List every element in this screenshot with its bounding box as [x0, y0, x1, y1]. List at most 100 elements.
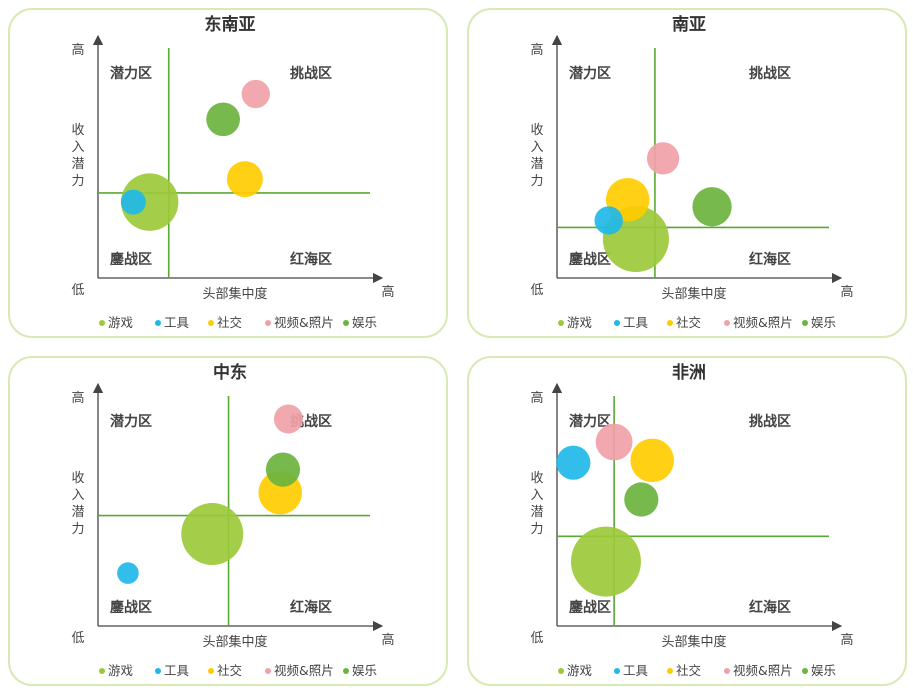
y-axis-label-char: 潜: [71, 157, 84, 172]
bubble-point: [120, 189, 146, 215]
bubble-point: [241, 79, 270, 109]
quadrant-label-challenge: 挑战区: [290, 65, 332, 82]
y-axis-label-char: 入: [530, 140, 543, 155]
y-high-label: 高: [530, 42, 543, 58]
legend-label: 游戏: [567, 315, 592, 330]
legend-marker: [724, 668, 730, 674]
quadrant-label-battle: 鏖战区: [110, 599, 152, 616]
y-axis-label-char: 收: [71, 471, 84, 486]
legend-marker: [265, 320, 271, 326]
bubble-point: [646, 142, 680, 175]
quadrant-label-redsea: 红海区: [749, 251, 791, 268]
legend-marker: [614, 320, 620, 326]
bubble-point: [117, 562, 139, 584]
y-high-label: 高: [530, 390, 543, 406]
chart-title: 东南亚: [205, 14, 256, 35]
legend-label: 工具: [623, 315, 649, 330]
bubble-point: [630, 438, 674, 483]
legend-label: 视频&照片: [274, 663, 334, 678]
bubble-point: [265, 452, 301, 487]
legend-marker: [558, 668, 564, 674]
x-high-label: 高: [840, 632, 853, 648]
legend-label: 社交: [217, 663, 242, 678]
legend-label: 娱乐: [352, 663, 377, 678]
legend-label: 工具: [164, 315, 190, 330]
x-high-label: 高: [381, 632, 394, 648]
legend-marker: [155, 320, 161, 326]
y-axis-label: 收入潜力: [71, 123, 84, 189]
quadrant-label-redsea: 红海区: [290, 251, 332, 268]
legend-marker: [343, 320, 349, 326]
y-low-label: 低: [71, 283, 84, 298]
quadrant-label-potential: 潜力区: [110, 413, 152, 430]
y-axis-label-char: 入: [71, 488, 84, 503]
legend-marker: [99, 668, 105, 674]
bubble-point: [692, 187, 732, 227]
y-axis-label-char: 力: [71, 174, 84, 189]
chart-panel-south-asia: 南亚高低收入潜力 头部集中度高潜力区 挑战区 鏖战区 红海区 游戏 工具 社交 视频&照片 娱乐: [467, 8, 907, 338]
legend-marker: [208, 668, 214, 674]
y-low-label: 低: [71, 631, 84, 646]
legend-marker: [265, 668, 271, 674]
x-high-label: 高: [381, 284, 394, 300]
y-high-label: 高: [71, 390, 84, 406]
y-axis-label-char: 潜: [530, 505, 543, 520]
y-high-label: 高: [71, 42, 84, 58]
y-axis-label-char: 入: [71, 140, 84, 155]
quadrant-label-challenge: 挑战区: [749, 413, 791, 430]
bubble-point: [624, 482, 659, 517]
bubble-point: [120, 173, 179, 231]
legend-label: 游戏: [108, 663, 133, 678]
y-axis-label-char: 潜: [71, 505, 84, 520]
y-axis-label-char: 潜: [530, 157, 543, 172]
x-axis-label: 头部集中度: [202, 634, 267, 650]
y-axis-label-char: 力: [530, 174, 543, 189]
legend-marker: [614, 668, 620, 674]
quadrant-label-potential: 潜力区: [569, 413, 611, 430]
bubble-point: [594, 206, 623, 235]
legend-label: 游戏: [567, 663, 592, 678]
chart-title: 南亚: [672, 14, 706, 35]
legend-marker: [724, 320, 730, 326]
quadrant-label-redsea: 红海区: [749, 599, 791, 616]
x-axis-label: 头部集中度: [202, 286, 267, 302]
y-axis-label-char: 收: [530, 123, 543, 138]
chart-title: 中东: [213, 362, 247, 383]
y-low-label: 低: [530, 631, 543, 646]
chart-title: 非洲: [672, 362, 706, 383]
quadrant-label-potential: 潜力区: [110, 65, 152, 82]
legend-label: 娱乐: [811, 663, 836, 678]
bubble-point: [206, 102, 240, 137]
legend-label: 视频&照片: [274, 315, 334, 330]
bubble-point: [273, 404, 303, 434]
quadrant-label-redsea: 红海区: [290, 599, 332, 616]
legend-label: 视频&照片: [733, 315, 793, 330]
quadrant-label-battle: 鏖战区: [569, 251, 611, 268]
y-axis-label-char: 力: [530, 522, 543, 537]
chart-panel-africa: 非洲高低收入潜力 头部集中度高潜力区 挑战区 鏖战区 红海区 游戏 工具 社交 视频&照片 娱乐: [467, 356, 907, 686]
quadrant-label-battle: 鏖战区: [569, 599, 611, 616]
legend-label: 社交: [217, 315, 242, 330]
chart-panel-southeast-asia: 东南亚高低收入潜力 头部集中度高潜力区 挑战区 鏖战区 红海区 游戏 工具 社交 视频&照片 娱乐: [8, 8, 448, 338]
x-axis-label: 头部集中度: [661, 634, 726, 650]
bubble-point: [570, 526, 641, 597]
y-axis-label: 收入潜力: [530, 123, 543, 189]
legend-marker: [802, 668, 808, 674]
legend-marker: [99, 320, 105, 326]
legend-label: 娱乐: [811, 315, 836, 330]
y-axis-label: 收入潜力: [530, 471, 543, 537]
legend-marker: [343, 668, 349, 674]
legend-label: 娱乐: [352, 315, 377, 330]
y-axis-label: 收入潜力: [71, 471, 84, 537]
bubble-point: [226, 161, 263, 198]
quadrant-label-battle: 鏖战区: [110, 251, 152, 268]
legend-label: 工具: [623, 663, 649, 678]
legend-marker: [558, 320, 564, 326]
bubble-point: [595, 423, 633, 461]
y-low-label: 低: [530, 283, 543, 298]
y-axis-label-char: 收: [530, 471, 543, 486]
legend-marker: [667, 320, 673, 326]
